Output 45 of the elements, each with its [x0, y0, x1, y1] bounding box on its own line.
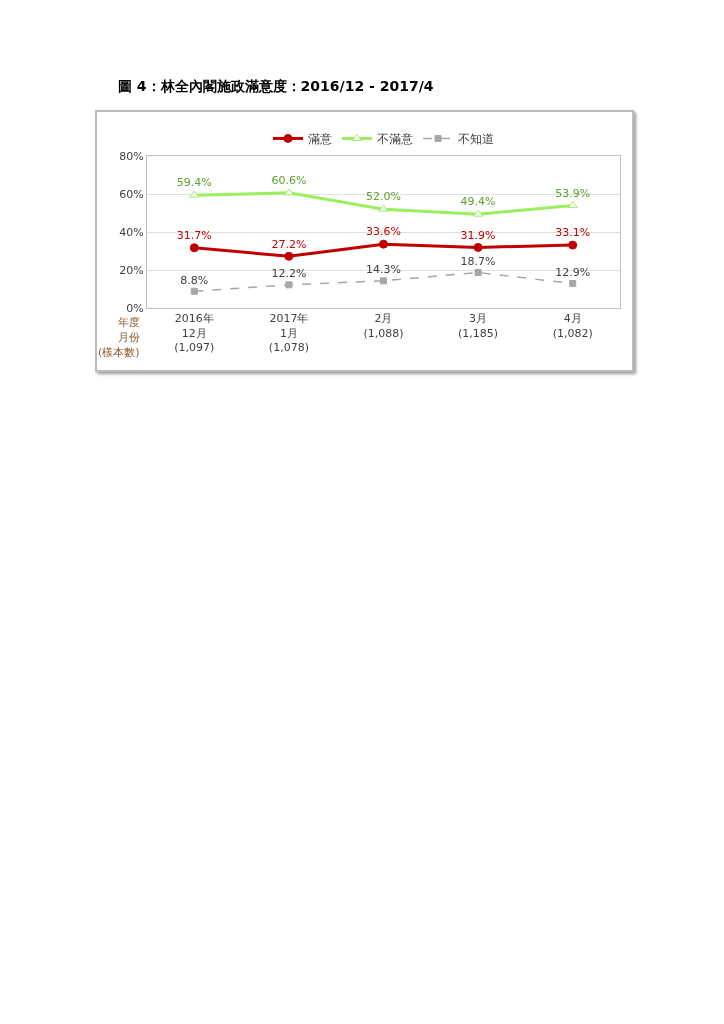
y-tick-label: 60%	[119, 187, 144, 201]
x-tick-label: 2017年 1月 (1,078)	[268, 312, 309, 354]
legend-label: 滿意	[308, 132, 332, 147]
legend-label: 不滿意	[377, 132, 413, 147]
point	[284, 251, 294, 261]
data-label: 59.4%	[176, 176, 212, 190]
point	[568, 240, 578, 250]
point	[285, 281, 293, 289]
chart-title: 圖 4：林全內閣施政滿意度：2016/12 - 2017/4	[118, 78, 434, 96]
data-label: 8.8%	[180, 273, 209, 287]
point	[380, 277, 387, 285]
point	[567, 201, 578, 209]
data-label: 12.2%	[271, 267, 307, 281]
data-label: 49.4%	[460, 195, 496, 209]
point	[569, 279, 577, 287]
data-label: 14.3%	[366, 263, 401, 277]
point	[189, 190, 200, 198]
point	[379, 239, 388, 249]
point	[189, 243, 199, 253]
point	[473, 242, 483, 252]
x-tick-label: 3月 (1,185)	[458, 312, 499, 340]
y-tick-label: 0%	[126, 301, 144, 315]
text: (樣本數)	[98, 346, 140, 359]
data-label: 52.0%	[366, 190, 401, 204]
data-label: 31.9%	[460, 228, 496, 242]
data-label: 31.7%	[176, 229, 212, 243]
data-label: 18.7%	[460, 254, 496, 268]
x-tick-label: 4月 (1,082)	[552, 312, 593, 340]
text: 年度	[118, 316, 140, 329]
data-label: 53.9%	[555, 186, 591, 200]
data-label: 12.9%	[555, 265, 591, 279]
data-label: 33.6%	[366, 225, 401, 239]
data-label: 60.6%	[271, 174, 307, 188]
legend-label: 不知道	[458, 132, 494, 147]
text: 月份	[118, 331, 140, 344]
point	[474, 268, 482, 276]
y-tick-label: 40%	[119, 225, 144, 239]
y-tick-label: 80%	[119, 149, 144, 163]
x-tick-label: 2月 (1,088)	[363, 312, 404, 340]
data-label: 33.1%	[555, 226, 591, 240]
data-label: 27.2%	[271, 237, 307, 251]
point	[190, 287, 198, 295]
x-tick-label: 2016年 12月 (1,097)	[174, 312, 215, 354]
y-tick-label: 20%	[119, 263, 144, 277]
point	[378, 204, 389, 212]
